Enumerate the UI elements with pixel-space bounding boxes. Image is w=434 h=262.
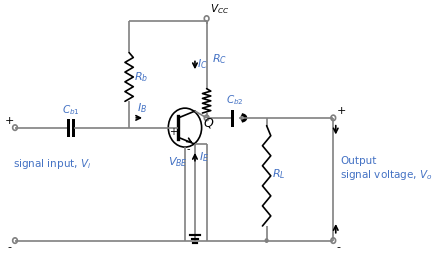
Text: $C_{b1}$: $C_{b1}$: [62, 103, 80, 117]
Text: -: -: [7, 243, 11, 253]
Circle shape: [265, 238, 269, 243]
Text: $I_B$: $I_B$: [137, 101, 147, 115]
Text: +: +: [337, 106, 346, 116]
Text: +: +: [4, 116, 14, 126]
Text: $Q$: $Q$: [203, 116, 215, 130]
Text: Output
signal voltage, $V_o$: Output signal voltage, $V_o$: [340, 156, 433, 183]
Text: $C_{b2}$: $C_{b2}$: [226, 93, 244, 107]
Text: $R_b$: $R_b$: [134, 70, 148, 84]
Text: $V_{BE}$: $V_{BE}$: [168, 155, 188, 169]
Text: $I_C$: $I_C$: [197, 57, 208, 71]
Text: signal input, $V_i$: signal input, $V_i$: [13, 157, 92, 171]
Text: +: +: [169, 128, 178, 138]
Text: -: -: [337, 243, 341, 253]
Text: -: -: [187, 144, 190, 154]
Text: $I_E$: $I_E$: [199, 150, 209, 164]
Text: $V_{CC}$: $V_{CC}$: [210, 2, 229, 16]
Text: $R_L$: $R_L$: [272, 167, 285, 181]
Text: $R_C$: $R_C$: [212, 53, 227, 66]
